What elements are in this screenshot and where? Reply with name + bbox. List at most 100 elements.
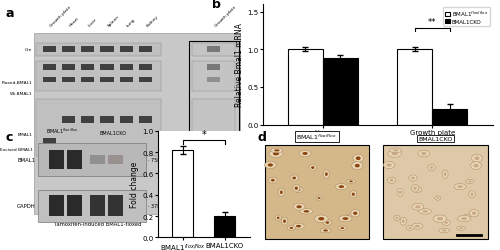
Ellipse shape <box>280 191 282 194</box>
Ellipse shape <box>299 150 311 157</box>
Ellipse shape <box>350 210 360 217</box>
FancyBboxPatch shape <box>207 77 220 82</box>
Ellipse shape <box>390 148 402 153</box>
Ellipse shape <box>468 191 475 198</box>
Ellipse shape <box>309 165 316 171</box>
Ellipse shape <box>340 227 344 229</box>
Ellipse shape <box>318 217 324 220</box>
FancyBboxPatch shape <box>38 144 146 176</box>
Bar <box>288 50 322 125</box>
Ellipse shape <box>336 184 347 190</box>
Text: BMAL1CKO: BMAL1CKO <box>100 131 126 136</box>
FancyBboxPatch shape <box>62 46 75 53</box>
Ellipse shape <box>470 193 474 196</box>
FancyBboxPatch shape <box>120 117 133 123</box>
Text: BMAL1: BMAL1 <box>18 132 32 136</box>
Text: Tamoxifen-induced BMAL1-floxed: Tamoxifen-induced BMAL1-floxed <box>54 221 141 226</box>
Bar <box>432 110 468 125</box>
Text: *: * <box>202 130 206 140</box>
Ellipse shape <box>326 222 329 224</box>
Ellipse shape <box>274 150 280 152</box>
Ellipse shape <box>463 214 470 219</box>
Text: Growth plate: Growth plate <box>50 5 72 28</box>
Ellipse shape <box>268 178 277 184</box>
Ellipse shape <box>311 166 314 169</box>
Text: Growth plate: Growth plate <box>214 5 236 28</box>
Ellipse shape <box>393 150 398 152</box>
Ellipse shape <box>356 157 360 160</box>
Ellipse shape <box>406 226 414 230</box>
Ellipse shape <box>296 225 301 228</box>
FancyBboxPatch shape <box>90 196 106 216</box>
Text: b: b <box>212 0 221 11</box>
Ellipse shape <box>466 216 468 218</box>
Ellipse shape <box>288 226 296 230</box>
Ellipse shape <box>268 164 273 167</box>
Ellipse shape <box>352 162 363 170</box>
Text: BMAL1$^{flox/flox}$: BMAL1$^{flox/flox}$ <box>296 132 338 141</box>
Ellipse shape <box>350 191 356 198</box>
FancyBboxPatch shape <box>81 77 94 82</box>
FancyBboxPatch shape <box>120 46 133 53</box>
Ellipse shape <box>342 217 348 220</box>
Ellipse shape <box>353 212 358 215</box>
Ellipse shape <box>472 212 476 215</box>
Ellipse shape <box>293 185 300 192</box>
Ellipse shape <box>294 188 303 192</box>
Y-axis label: Relative Bmal1 mRNA: Relative Bmal1 mRNA <box>236 23 244 107</box>
Ellipse shape <box>394 215 400 220</box>
Ellipse shape <box>275 215 281 220</box>
Ellipse shape <box>444 172 446 176</box>
Ellipse shape <box>339 216 352 222</box>
Ellipse shape <box>318 197 320 199</box>
Ellipse shape <box>290 175 298 182</box>
Y-axis label: Fold change: Fold change <box>130 161 140 208</box>
FancyBboxPatch shape <box>43 46 56 53</box>
Ellipse shape <box>409 175 417 182</box>
Text: c: c <box>5 130 12 143</box>
Ellipse shape <box>392 152 398 156</box>
Ellipse shape <box>435 196 441 200</box>
Ellipse shape <box>325 172 328 176</box>
FancyBboxPatch shape <box>66 151 82 169</box>
Ellipse shape <box>271 148 283 153</box>
Ellipse shape <box>290 227 293 229</box>
FancyBboxPatch shape <box>100 117 114 123</box>
FancyBboxPatch shape <box>38 190 146 222</box>
Text: GAPDH: GAPDH <box>16 204 35 208</box>
Ellipse shape <box>400 217 406 225</box>
Ellipse shape <box>419 209 432 214</box>
Ellipse shape <box>293 223 304 229</box>
FancyBboxPatch shape <box>66 196 82 216</box>
Ellipse shape <box>338 226 346 230</box>
Ellipse shape <box>396 217 398 219</box>
Ellipse shape <box>442 230 446 232</box>
FancyBboxPatch shape <box>90 155 106 164</box>
FancyBboxPatch shape <box>100 77 114 82</box>
Ellipse shape <box>402 220 404 223</box>
Ellipse shape <box>412 223 423 229</box>
Ellipse shape <box>294 187 298 190</box>
Text: WT: WT <box>209 221 218 226</box>
Text: Liver: Liver <box>88 18 98 28</box>
Text: a: a <box>5 8 14 20</box>
Text: Lung: Lung <box>126 18 136 28</box>
Ellipse shape <box>412 204 424 210</box>
FancyBboxPatch shape <box>100 46 114 53</box>
FancyBboxPatch shape <box>36 62 161 92</box>
Ellipse shape <box>388 178 396 184</box>
Ellipse shape <box>278 188 284 196</box>
Ellipse shape <box>459 227 463 229</box>
Ellipse shape <box>414 187 416 190</box>
FancyBboxPatch shape <box>62 77 75 82</box>
Ellipse shape <box>408 227 412 229</box>
FancyBboxPatch shape <box>139 64 152 70</box>
Ellipse shape <box>269 150 283 158</box>
Ellipse shape <box>458 186 463 188</box>
Text: · 37kDa: · 37kDa <box>148 204 167 208</box>
FancyBboxPatch shape <box>100 64 114 70</box>
Ellipse shape <box>421 152 426 155</box>
Ellipse shape <box>296 206 302 208</box>
Ellipse shape <box>302 152 308 155</box>
Ellipse shape <box>428 165 435 171</box>
